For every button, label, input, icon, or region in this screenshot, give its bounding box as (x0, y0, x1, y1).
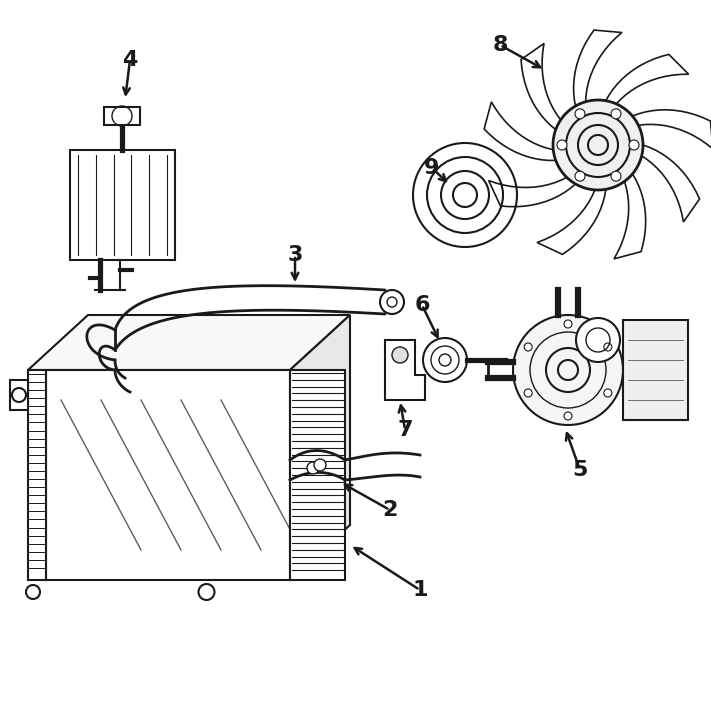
Polygon shape (641, 145, 700, 222)
Polygon shape (290, 370, 345, 580)
Circle shape (524, 389, 532, 397)
Text: 8: 8 (492, 35, 508, 55)
Circle shape (557, 140, 567, 150)
Polygon shape (521, 44, 561, 130)
Polygon shape (385, 340, 425, 400)
Polygon shape (614, 174, 646, 259)
Polygon shape (537, 190, 606, 255)
Circle shape (611, 171, 621, 181)
Circle shape (604, 389, 612, 397)
Polygon shape (574, 30, 622, 106)
Text: 7: 7 (397, 420, 413, 440)
Circle shape (564, 320, 572, 328)
Polygon shape (606, 54, 689, 104)
Text: 4: 4 (122, 50, 138, 70)
Circle shape (575, 109, 585, 119)
Circle shape (604, 343, 612, 351)
Polygon shape (28, 315, 350, 370)
Polygon shape (104, 107, 140, 125)
Circle shape (576, 318, 620, 362)
Polygon shape (46, 370, 290, 580)
Circle shape (307, 462, 319, 474)
Circle shape (629, 140, 639, 150)
Text: 3: 3 (287, 245, 303, 265)
Text: 2: 2 (383, 500, 397, 520)
Polygon shape (28, 370, 46, 580)
Circle shape (423, 338, 467, 382)
Text: 1: 1 (412, 580, 428, 600)
Circle shape (575, 171, 585, 181)
Polygon shape (623, 320, 688, 420)
Polygon shape (633, 110, 711, 149)
Polygon shape (70, 150, 175, 260)
Polygon shape (484, 102, 556, 161)
Circle shape (314, 459, 326, 471)
Circle shape (553, 100, 643, 190)
Circle shape (564, 412, 572, 420)
Circle shape (392, 347, 408, 363)
Circle shape (513, 315, 623, 425)
Circle shape (380, 290, 404, 314)
Polygon shape (290, 315, 350, 580)
Polygon shape (488, 178, 575, 207)
Text: 5: 5 (572, 460, 588, 480)
Circle shape (611, 109, 621, 119)
Text: 9: 9 (424, 158, 439, 178)
Polygon shape (10, 380, 28, 410)
Text: 6: 6 (415, 295, 429, 315)
Circle shape (524, 343, 532, 351)
